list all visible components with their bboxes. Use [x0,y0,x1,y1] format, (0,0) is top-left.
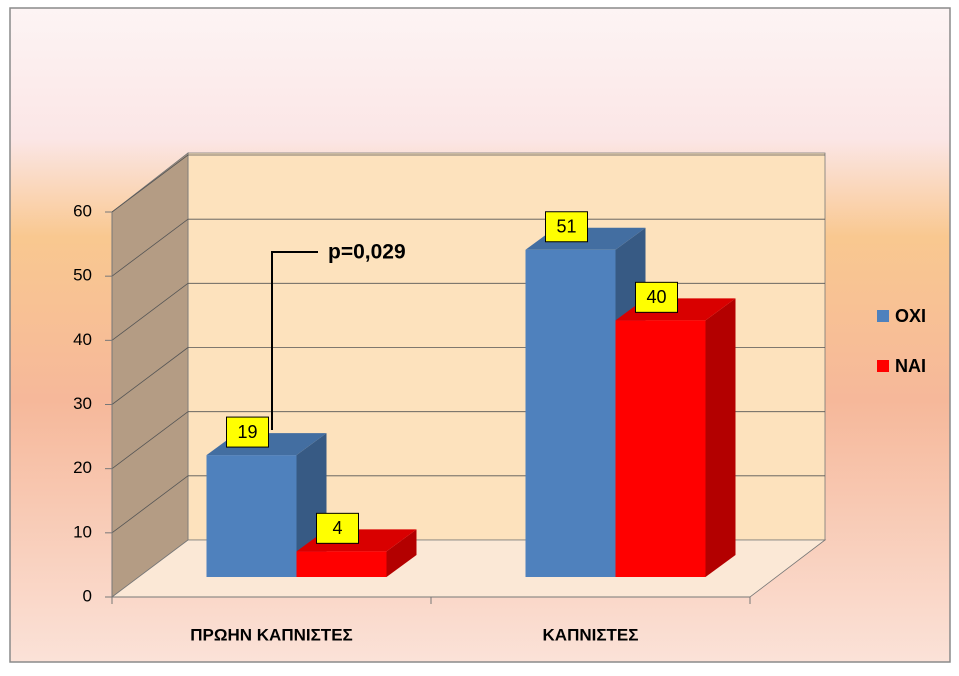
bar-side [705,298,736,577]
grid-line-side [111,154,189,213]
legend-swatch [877,310,889,322]
side-wall [111,152,189,598]
grid-line-side [111,218,189,277]
bar-side [386,529,417,577]
legend-label: ΟΧΙ [895,306,926,326]
x-tick-label: ΠΡΩΗΝ ΚΑΠΝΙΣΤΕΣ [190,625,352,644]
bar [615,320,706,577]
value-label-box [635,281,678,313]
x-tick-label: ΚΑΠΝΙΣΤΕΣ [543,625,639,644]
annotation-line [271,251,318,430]
annotation: p=0,029 [328,241,406,264]
grid-line-side [111,475,189,534]
grid-line-side [111,283,189,341]
value-label: 19 [237,422,257,442]
y-tick-label: 0 [83,586,92,605]
grid-line-side [111,347,189,405]
y-tick-label: 30 [73,394,92,413]
y-tick-label: 50 [73,266,92,285]
legend-label: ΝΑΙ [895,356,926,376]
legend-swatch [877,360,889,372]
bar [206,455,297,577]
y-tick-label: 10 [73,522,92,541]
value-label-box [316,512,359,544]
value-label: 4 [332,518,342,538]
value-label-box [226,416,269,448]
plot: 19 4 51 40 [206,211,736,577]
y-tick-label: 60 [73,201,92,220]
y-tick-label: 40 [73,330,92,349]
y-tick-label: 20 [73,458,92,477]
value-label-box [545,211,588,243]
grid-line-side [111,411,189,469]
bar [525,249,616,577]
value-label: 40 [646,287,666,307]
value-label: 51 [556,217,576,237]
bar [296,551,387,577]
